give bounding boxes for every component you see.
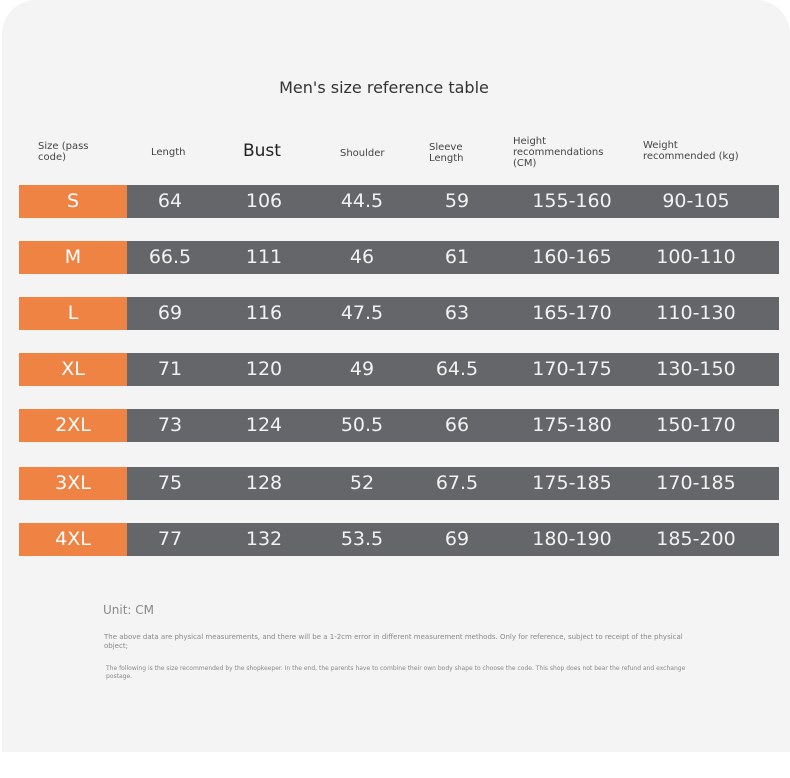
weight-cell: 110-130 <box>656 302 736 324</box>
table-row: 4XL 77 132 53.5 69 180-190 185-200 <box>19 523 779 556</box>
height-cell: 155-160 <box>532 190 612 212</box>
length-cell: 69 <box>157 302 183 324</box>
table-row: 3XL 75 128 52 67.5 175-185 170-185 <box>19 467 779 500</box>
bust-cell: 116 <box>245 302 283 324</box>
height-cell: 170-175 <box>532 358 612 380</box>
shoulder-cell: 44.5 <box>340 190 384 212</box>
measurement-note: The above data are physical measurements… <box>104 633 683 650</box>
page-title: Men's size reference table <box>279 78 489 97</box>
recommendation-note: The following is the size recommended by… <box>106 665 686 680</box>
height-cell: 180-190 <box>532 528 612 550</box>
table-row: S 64 106 44.5 59 155-160 90-105 <box>19 185 779 218</box>
table-row: L 69 116 47.5 63 165-170 110-130 <box>19 297 779 330</box>
header-shoulder: Shoulder <box>340 148 385 159</box>
length-cell: 66.5 <box>148 246 192 268</box>
sleeve-cell: 69 <box>444 528 470 550</box>
size-cell: 4XL <box>19 523 127 556</box>
header-bust: Bust <box>243 141 281 161</box>
header-height: Height recommendations (CM) <box>513 136 604 169</box>
length-cell: 73 <box>157 414 183 436</box>
weight-cell: 100-110 <box>656 246 736 268</box>
shoulder-cell: 47.5 <box>340 302 384 324</box>
table-row: M 66.5 111 46 61 160-165 100-110 <box>19 241 779 274</box>
height-cell: 175-185 <box>532 472 612 494</box>
bust-cell: 120 <box>245 358 283 380</box>
size-cell: M <box>19 241 127 274</box>
sleeve-cell: 59 <box>444 190 470 212</box>
length-cell: 75 <box>157 472 183 494</box>
sleeve-cell: 66 <box>444 414 470 436</box>
shoulder-cell: 46 <box>349 246 375 268</box>
sleeve-cell: 64.5 <box>435 358 479 380</box>
shoulder-cell: 53.5 <box>340 528 384 550</box>
bust-cell: 111 <box>245 246 283 268</box>
length-cell: 71 <box>157 358 183 380</box>
bust-cell: 106 <box>245 190 283 212</box>
header-weight: Weight recommended (kg) <box>643 140 739 162</box>
header-sleeve-length: Sleeve Length <box>429 142 464 164</box>
bust-cell: 128 <box>245 472 283 494</box>
weight-cell: 150-170 <box>656 414 736 436</box>
weight-cell: 170-185 <box>656 472 736 494</box>
shoulder-cell: 49 <box>349 358 375 380</box>
weight-cell: 90-105 <box>662 190 730 212</box>
height-cell: 160-165 <box>532 246 612 268</box>
sleeve-cell: 67.5 <box>435 472 479 494</box>
length-cell: 64 <box>157 190 183 212</box>
size-cell: L <box>19 297 127 330</box>
sleeve-cell: 61 <box>444 246 470 268</box>
unit-label: Unit: CM <box>103 603 155 617</box>
size-table-card: Men's size reference table Size (pass co… <box>2 0 790 752</box>
table-row: 2XL 73 124 50.5 66 175-180 150-170 <box>19 409 779 442</box>
sleeve-cell: 63 <box>444 302 470 324</box>
header-length: Length <box>151 147 186 158</box>
weight-cell: 185-200 <box>656 528 736 550</box>
shoulder-cell: 52 <box>349 472 375 494</box>
height-cell: 175-180 <box>532 414 612 436</box>
length-cell: 77 <box>157 528 183 550</box>
bust-cell: 124 <box>245 414 283 436</box>
height-cell: 165-170 <box>532 302 612 324</box>
size-cell: 3XL <box>19 467 127 500</box>
size-cell: S <box>19 185 127 218</box>
size-cell: XL <box>19 353 127 386</box>
shoulder-cell: 50.5 <box>340 414 384 436</box>
size-cell: 2XL <box>19 409 127 442</box>
weight-cell: 130-150 <box>656 358 736 380</box>
table-row: XL 71 120 49 64.5 170-175 130-150 <box>19 353 779 386</box>
header-size: Size (pass code) <box>38 141 89 163</box>
bust-cell: 132 <box>245 528 283 550</box>
